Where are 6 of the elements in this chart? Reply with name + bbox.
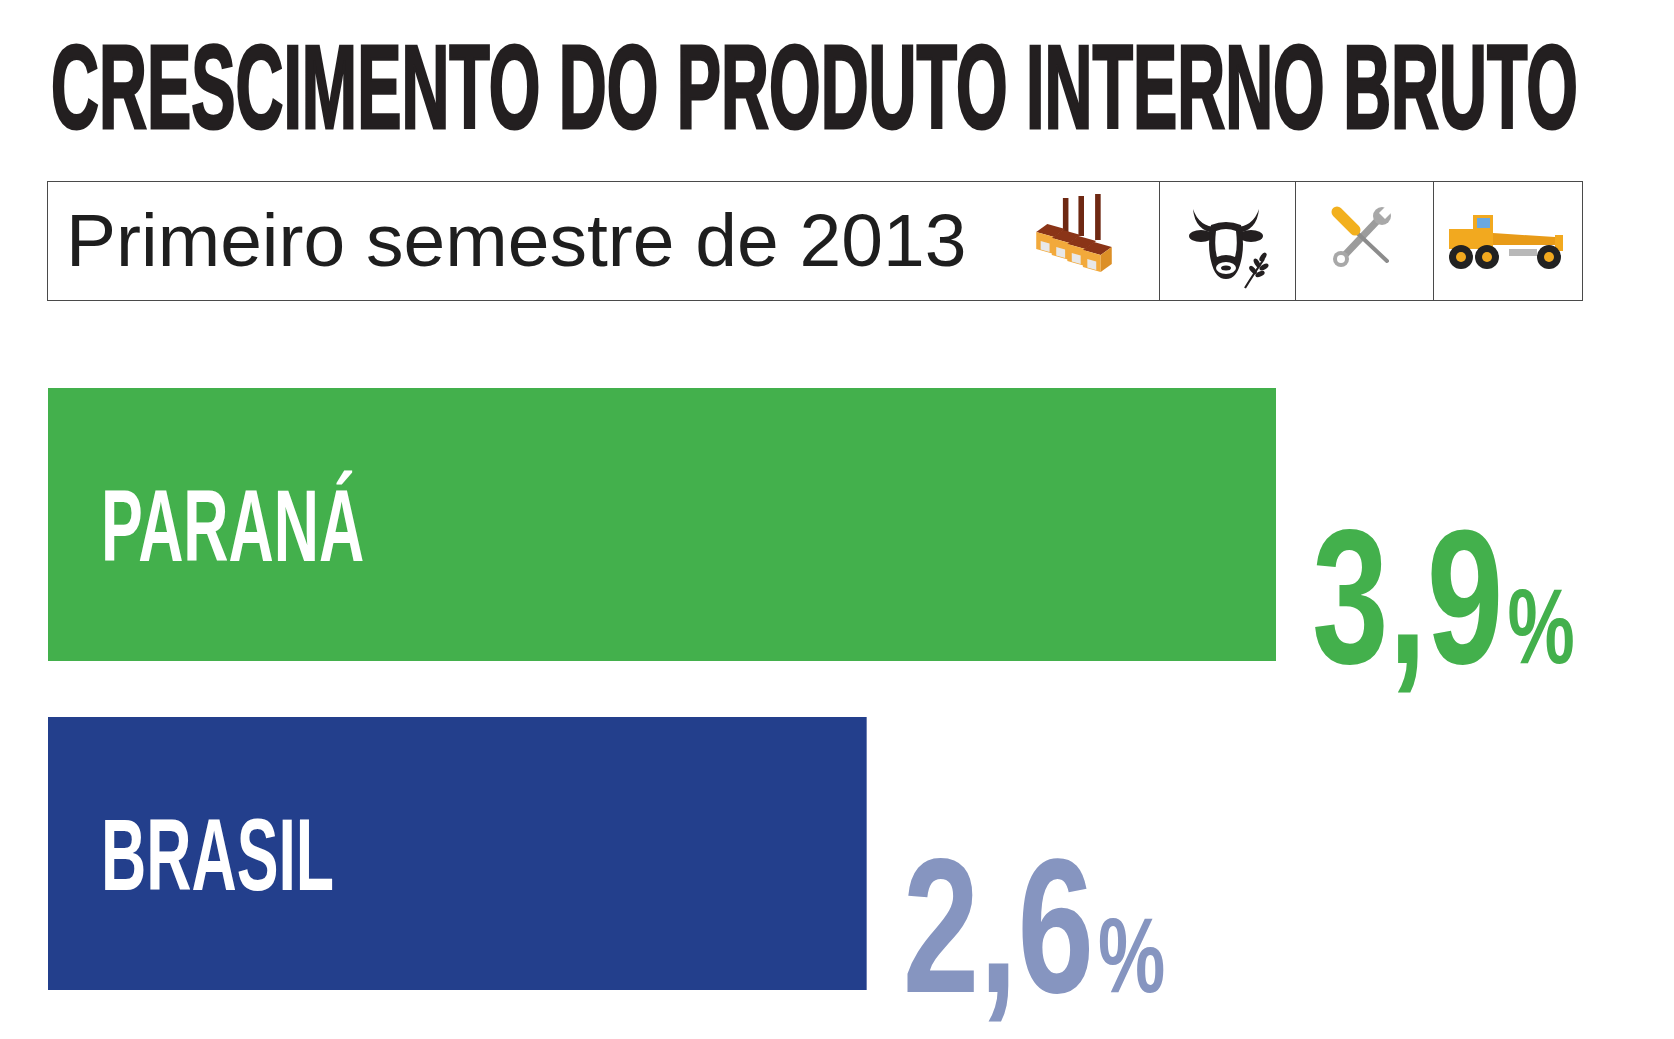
data-label: 3,9% (1312, 489, 1575, 704)
y-tick-label: PARANÁ (101, 469, 365, 583)
chart-subtitle: Primeiro semestre de 2013 (66, 198, 967, 282)
y-tick-label: BRASIL (101, 798, 335, 912)
chart-title: CRESCIMENTO DO PRODUTO INTERNO BRUTO (51, 20, 1578, 153)
data-label: 2,6% (902, 818, 1166, 1033)
